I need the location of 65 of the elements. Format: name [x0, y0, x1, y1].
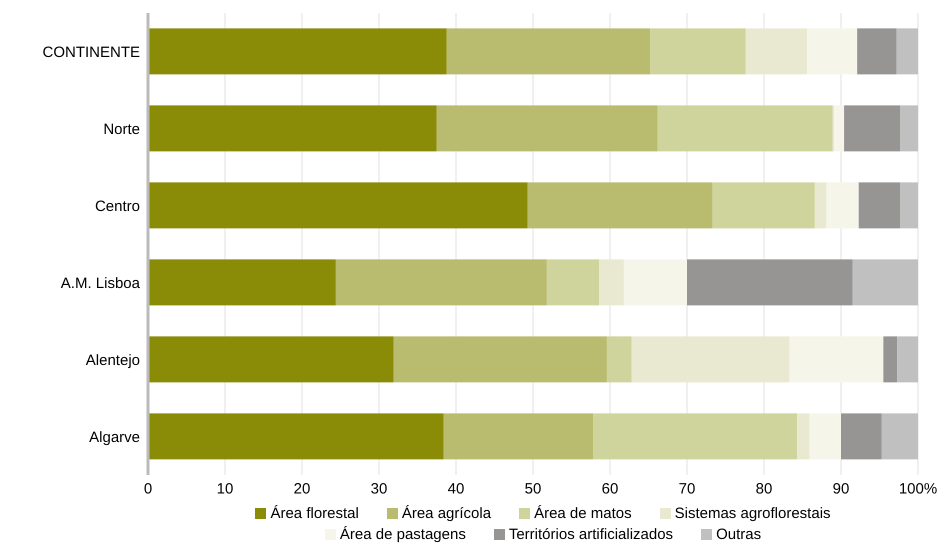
x-tick-label: 0: [144, 480, 152, 498]
bar: [148, 336, 394, 382]
legend-label: Área florestal: [269, 505, 359, 522]
bar: [852, 259, 918, 306]
bar: [632, 336, 790, 382]
bar: [882, 413, 918, 460]
legend-label: Outras: [715, 526, 762, 543]
x-tick-label: 30: [370, 480, 388, 498]
bar: [897, 336, 918, 382]
x-tick-label: 70: [678, 480, 696, 498]
bar: [826, 182, 859, 228]
bar: [148, 182, 528, 228]
bar: [841, 413, 882, 460]
y-tick-label: CONTINENTE: [42, 44, 140, 61]
x-tick-label: 80: [756, 480, 772, 498]
bar: [858, 182, 900, 228]
bar: [436, 105, 658, 152]
bar: [336, 259, 547, 306]
bar: [807, 28, 858, 74]
bar: [593, 413, 798, 460]
bar: [599, 259, 624, 306]
bar: [687, 259, 853, 306]
bar: [896, 28, 918, 74]
bar: [650, 28, 746, 74]
bar: [394, 336, 607, 382]
x-tick-label: 50: [524, 480, 542, 498]
bar: [834, 105, 844, 152]
bar: [797, 413, 810, 460]
y-tick-label: Alentejo: [86, 352, 140, 369]
bar: [624, 259, 687, 306]
legend-label: Área de pastagens: [338, 526, 466, 543]
bar: [844, 105, 900, 152]
bar: [546, 259, 600, 306]
bar: [148, 105, 437, 152]
x-tick-label: 20: [294, 480, 310, 498]
bar: [446, 28, 650, 74]
bar: [857, 28, 896, 74]
x-tick-label: 60: [602, 480, 618, 498]
bar: [814, 182, 826, 228]
bar: [658, 105, 833, 152]
x-tick-label: 40: [448, 480, 464, 498]
legend-label: Área de matos: [533, 505, 632, 522]
legend-label: Área agrícola: [400, 505, 492, 522]
bar: [789, 336, 884, 382]
bar: [900, 182, 918, 228]
y-tick-label: Algarve: [89, 428, 140, 446]
x-tick-label: 10: [216, 480, 234, 498]
bar: [900, 105, 918, 152]
x-tick-label: 90: [832, 480, 850, 498]
bar: [148, 28, 447, 74]
bar: [883, 336, 898, 382]
bar: [148, 413, 444, 460]
bar: [809, 413, 841, 460]
y-tick-label: Centro: [94, 198, 140, 215]
y-tick-label: A.M. Lisboa: [60, 274, 141, 292]
bar: [444, 413, 594, 460]
legend-label: Territórios artificializados: [508, 526, 674, 543]
bar: [528, 182, 712, 228]
x-tick-label: 100%: [898, 480, 938, 498]
legend-label: Sistemas agroflorestais: [674, 505, 831, 522]
bar: [746, 28, 808, 74]
y-tick-label: Norte: [103, 120, 140, 138]
bar: [712, 182, 815, 228]
bar: [606, 336, 632, 382]
bar: [148, 259, 336, 306]
